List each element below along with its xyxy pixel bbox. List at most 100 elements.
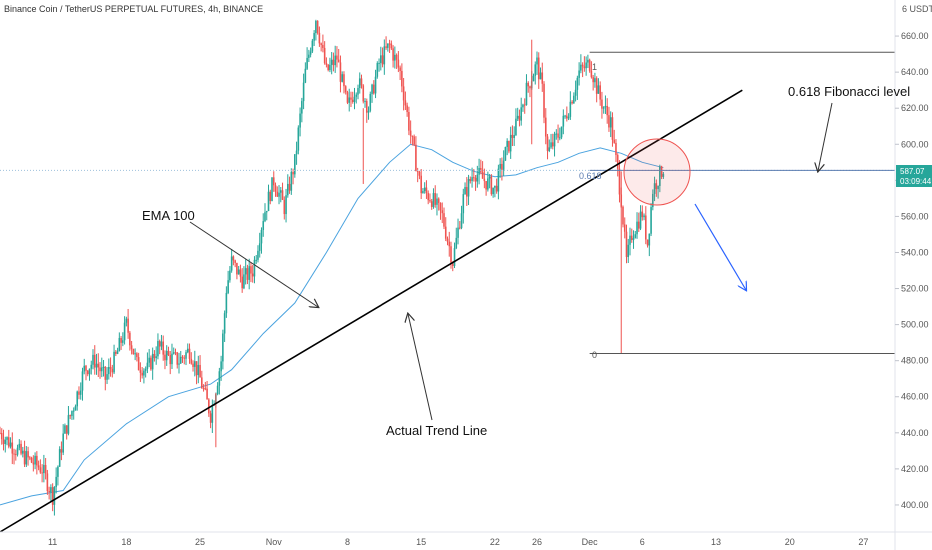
candle-body (476, 174, 479, 182)
candle-body (241, 276, 243, 289)
candle-body (634, 234, 637, 238)
candle-body (374, 76, 377, 94)
fibonacci-retracement[interactable] (0, 51, 895, 354)
candle-body (88, 368, 91, 375)
candle-body (318, 32, 321, 44)
price-tick-label: 640.00 (901, 67, 929, 77)
candle-body (659, 166, 661, 186)
candle-body (509, 134, 512, 152)
candle-body (127, 318, 129, 333)
candle-body (520, 107, 523, 121)
candle-body (20, 443, 22, 454)
candle-body (30, 457, 33, 463)
candle-body (411, 135, 414, 137)
candle-body (471, 177, 473, 182)
candle-body (618, 168, 621, 195)
candle-body (455, 237, 458, 249)
candle-body (548, 147, 551, 151)
currency-label: 6 USDT (902, 4, 932, 14)
candle-body (44, 464, 47, 474)
time-tick-label: 26 (532, 537, 542, 547)
candle-body (311, 40, 314, 52)
candle-body (387, 43, 389, 48)
candle-body (364, 101, 366, 103)
candle-body (230, 256, 233, 271)
candle-body (627, 244, 630, 258)
candle-body (604, 105, 607, 108)
candle-body (16, 447, 19, 455)
candle-body (302, 82, 305, 102)
candle-body (60, 449, 63, 453)
candle-body (93, 354, 96, 368)
candle-body (478, 167, 480, 175)
price-tick-label: 520.00 (901, 284, 929, 294)
trend-line[interactable] (0, 89, 743, 533)
candle-body (423, 187, 426, 192)
candle-body (641, 211, 644, 218)
candle-body (585, 62, 587, 69)
candle-body (616, 155, 619, 169)
candle-body (580, 64, 582, 71)
candle-body (546, 136, 549, 151)
price-tick-label: 660.00 (901, 31, 929, 41)
candle-body (90, 364, 93, 369)
candle-body (85, 365, 87, 371)
candle-body (4, 439, 7, 445)
time-axis[interactable]: 11 18 25 Nov 8 15 22 26 Dec 6 13 20 27 (48, 537, 868, 547)
candle-body (14, 454, 17, 456)
price-tick-label: 480.00 (901, 356, 929, 366)
candle-body (495, 185, 498, 192)
candle-body (95, 363, 98, 368)
candle-body (264, 212, 266, 222)
candle-body (599, 85, 601, 100)
candle-body (609, 117, 612, 128)
price-badge-value: 587.07 (900, 167, 925, 176)
candle-body (611, 117, 614, 140)
time-tick-label: 18 (121, 537, 131, 547)
candle-body (560, 126, 563, 138)
candle-body (522, 104, 524, 108)
candle-body (341, 74, 344, 82)
ema-pointer-arrow (189, 221, 318, 307)
candle-body (295, 150, 298, 155)
projection-arrow (694, 203, 746, 290)
candle-body (178, 363, 180, 365)
candle-body (508, 140, 510, 152)
candle-body (402, 86, 405, 101)
candle-body (294, 154, 296, 175)
candle-body (390, 43, 393, 49)
candle-body (158, 341, 161, 347)
candle-body (165, 350, 168, 361)
candle-body (162, 341, 165, 355)
candle-body (306, 57, 308, 69)
trend-label: Actual Trend Line (386, 423, 487, 438)
candle-body (655, 183, 658, 190)
candle-body (269, 191, 272, 202)
candle-body (104, 366, 107, 380)
candle-body (450, 246, 452, 263)
candle-body (395, 54, 398, 60)
candle-body (566, 115, 568, 119)
candle-body (539, 72, 542, 80)
candle-body (629, 235, 631, 245)
candle-body (588, 59, 591, 71)
candle-body (436, 198, 438, 205)
candle-body (11, 442, 14, 454)
candle-body (81, 371, 84, 391)
candle-body (201, 377, 203, 389)
candle-body (279, 190, 282, 193)
candle-body (137, 357, 140, 371)
candle-body (122, 340, 124, 343)
candle-body (353, 96, 356, 102)
candle-body (116, 351, 119, 354)
candle-body (362, 85, 365, 102)
candle-body (23, 450, 26, 465)
candle-body (102, 366, 105, 368)
annotations-group (189, 102, 833, 421)
candle-body (243, 274, 245, 289)
fib-level-0-label: 0 (592, 350, 597, 360)
candle-body (250, 266, 252, 274)
trend-line-path[interactable] (0, 89, 743, 533)
